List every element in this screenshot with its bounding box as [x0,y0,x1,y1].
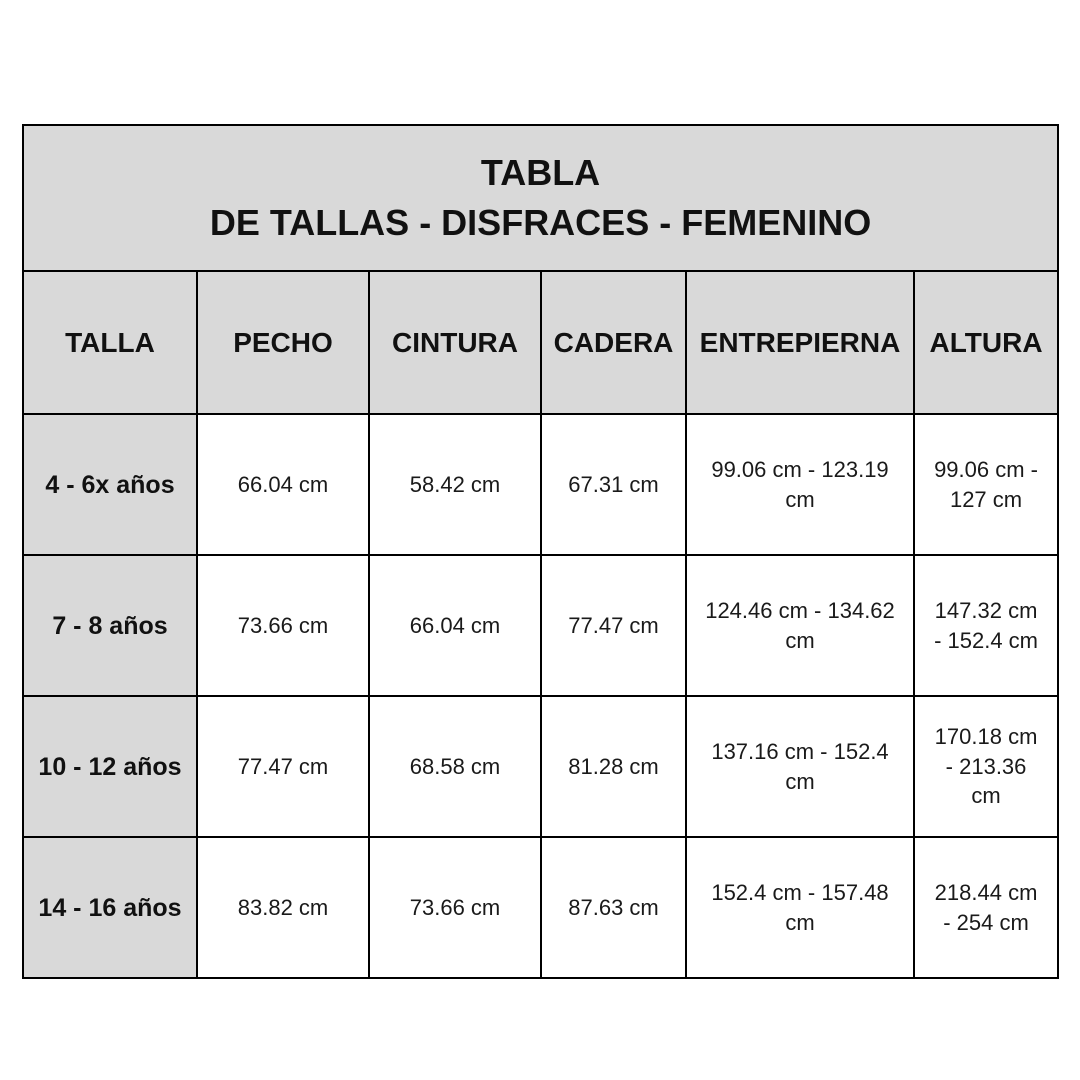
cell-cadera: 67.31 cm [540,413,687,556]
cell-cintura: 68.58 cm [368,695,542,838]
title-line-2: DE TALLAS - DISFRACES - FEMENINO [209,202,872,243]
cell-cintura: 66.04 cm [368,554,542,697]
cell-altura: 99.06 cm - 127 cm [912,413,1060,556]
table-row: 4 - 6x años 66.04 cm 58.42 cm 67.31 cm 9… [22,413,1060,556]
cell-altura: 218.44 cm - 254 cm [912,836,1060,979]
cell-talla: 14 - 16 años [22,836,198,979]
cell-cadera: 81.28 cm [540,695,687,838]
cell-entrepierna: 99.06 cm - 123.19 cm [685,413,915,556]
column-header-altura: ALTURA [912,270,1060,415]
cell-cadera: 87.63 cm [540,836,687,979]
table-title: TABLA DE TALLAS - DISFRACES - FEMENINO [21,124,1060,272]
title-line-1: TABLA [480,151,601,193]
cell-talla: 10 - 12 años [22,695,198,838]
table-row: 7 - 8 años 73.66 cm 66.04 cm 77.47 cm 12… [22,554,1060,697]
table-row: 14 - 16 años 83.82 cm 73.66 cm 87.63 cm … [22,836,1060,979]
cell-pecho: 66.04 cm [196,413,370,556]
cell-altura: 170.18 cm - 213.36 cm [912,695,1060,838]
column-header-row: TALLA PECHO CINTURA CADERA ENTREPIERNA A… [22,270,1060,415]
column-header-pecho: PECHO [196,270,370,415]
title-row: TABLA DE TALLAS - DISFRACES - FEMENINO [21,124,1060,272]
table-row: 10 - 12 años 77.47 cm 68.58 cm 81.28 cm … [22,695,1060,838]
cell-altura: 147.32 cm - 152.4 cm [912,554,1060,697]
column-header-cintura: CINTURA [368,270,542,415]
cell-cintura: 73.66 cm [368,836,542,979]
cell-cintura: 58.42 cm [368,413,542,556]
cell-pecho: 83.82 cm [196,836,370,979]
cell-entrepierna: 124.46 cm - 134.62 cm [685,554,915,697]
column-header-talla: TALLA [22,270,198,415]
cell-pecho: 77.47 cm [196,695,370,838]
cell-talla: 7 - 8 años [22,554,198,697]
cell-cadera: 77.47 cm [540,554,687,697]
cell-entrepierna: 137.16 cm - 152.4 cm [685,695,915,838]
column-header-cadera: CADERA [540,270,687,415]
cell-entrepierna: 152.4 cm - 157.48 cm [685,836,915,979]
column-header-entrepierna: ENTREPIERNA [685,270,915,415]
cell-talla: 4 - 6x años [22,413,198,556]
cell-pecho: 73.66 cm [196,554,370,697]
size-chart-table: TABLA DE TALLAS - DISFRACES - FEMENINO T… [21,124,1060,979]
